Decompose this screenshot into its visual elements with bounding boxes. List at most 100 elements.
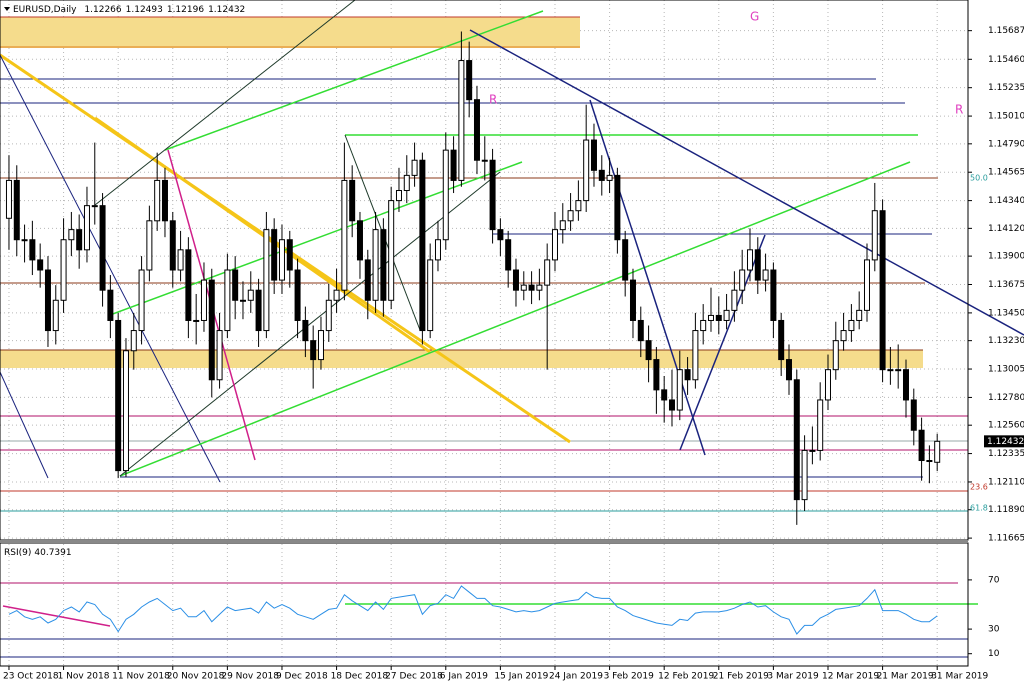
candle-body xyxy=(356,220,363,261)
candle-body xyxy=(832,340,839,371)
ohlc-low: 1.12196 xyxy=(167,5,204,15)
candle-body xyxy=(512,269,519,291)
y-tick-label: 1.11665 xyxy=(988,534,1024,544)
candle-body xyxy=(419,159,426,332)
candle-body xyxy=(505,239,512,271)
y-tick-label: 30 xyxy=(988,625,1000,635)
candle-body xyxy=(317,330,324,361)
candle-body xyxy=(481,159,488,162)
ohlc-high: 1.12493 xyxy=(126,5,163,15)
candle-body xyxy=(598,169,605,181)
candle-body xyxy=(60,239,67,301)
candle-body xyxy=(177,249,184,271)
candle-body xyxy=(528,284,535,291)
candle-body xyxy=(676,369,683,411)
x-tick-label: 27 Dec 2018 xyxy=(385,672,443,682)
candle-body xyxy=(723,309,730,321)
candle-body xyxy=(200,279,207,321)
menu-arrow[interactable] xyxy=(4,7,10,11)
candle-body xyxy=(840,330,847,342)
trend-line xyxy=(679,234,766,451)
candle-body xyxy=(255,289,262,332)
candle-body xyxy=(879,210,886,371)
candle-body xyxy=(809,449,816,452)
candle-body xyxy=(856,309,863,321)
x-tick-label: 6 Jan 2019 xyxy=(440,672,488,682)
y-tick-label: 1.15235 xyxy=(988,83,1024,93)
candle-body xyxy=(37,259,44,271)
trend-line xyxy=(119,171,501,477)
candle-body xyxy=(661,389,668,401)
candle-body xyxy=(450,149,457,181)
annotation: 50.0 xyxy=(970,174,988,183)
candle-body xyxy=(848,319,855,332)
x-tick-label: 11 Nov 2018 xyxy=(112,672,170,682)
ohlc-open: 1.12266 xyxy=(84,5,121,15)
candle-body xyxy=(653,359,660,391)
candle-body xyxy=(154,179,161,222)
rsi-line xyxy=(8,585,938,635)
candle-body xyxy=(107,289,114,321)
candle-body xyxy=(161,179,168,222)
x-tick-label: 1 Nov 2018 xyxy=(58,672,110,682)
y-tick-label: 1.13230 xyxy=(988,336,1024,346)
x-tick-label: 12 Feb 2019 xyxy=(658,672,714,682)
candle-body xyxy=(583,139,590,202)
candle-body xyxy=(559,220,566,231)
y-tick-label: 1.14565 xyxy=(988,168,1024,178)
candle-body xyxy=(489,159,496,231)
candle-body xyxy=(824,369,831,401)
x-tick-label: 3 Feb 2019 xyxy=(604,672,655,682)
candle-body xyxy=(216,330,223,381)
y-tick-label: 1.12110 xyxy=(988,477,1024,487)
candle-body xyxy=(395,190,402,202)
candle-body xyxy=(770,269,777,321)
trend-line xyxy=(119,161,911,477)
y-tick-label: 70 xyxy=(988,575,1000,585)
candle-body xyxy=(918,429,925,462)
x-tick-label: 29 Nov 2018 xyxy=(221,672,279,682)
candle-body xyxy=(169,220,176,271)
chart-header: EURUSD,Daily 1.12266 1.12493 1.12196 1.12432 xyxy=(13,5,245,15)
ohlc-close: 1.12432 xyxy=(208,5,245,15)
y-tick-label: 1.14340 xyxy=(988,196,1024,206)
y-tick-label: 1.12335 xyxy=(988,449,1024,459)
y-tick-label: 1.13900 xyxy=(988,252,1024,262)
candle-body xyxy=(138,269,145,332)
candle-body xyxy=(29,239,36,261)
candle-body xyxy=(739,269,746,291)
y-tick-label: 1.15687 xyxy=(988,26,1024,36)
y-tick-label: 10 xyxy=(988,649,1000,659)
candle-body xyxy=(310,340,317,361)
candle-body xyxy=(247,289,254,301)
candle-body xyxy=(83,205,90,251)
last-price-label: 1.12432 xyxy=(987,437,1024,447)
candle-body xyxy=(403,174,410,192)
candle-body xyxy=(871,210,878,261)
candle-body xyxy=(590,139,597,171)
candle-body xyxy=(887,369,894,372)
symbol-title: EURUSD,Daily xyxy=(13,5,77,15)
x-tick-label: 3 Mar 2019 xyxy=(767,672,819,682)
candle-body xyxy=(263,229,270,332)
candle-body xyxy=(910,399,917,431)
candle-body xyxy=(271,229,278,281)
candle-body xyxy=(442,149,449,241)
y-tick-label: 1.12560 xyxy=(988,421,1024,431)
candle-body xyxy=(614,174,621,241)
y-tick-label: 1.14790 xyxy=(988,139,1024,149)
candle-body xyxy=(785,359,792,381)
candle-body xyxy=(817,399,824,451)
x-tick-label: 31 Mar 2019 xyxy=(931,672,988,682)
candle-body xyxy=(99,205,106,291)
x-tick-label: 9 Dec 2018 xyxy=(276,672,328,682)
x-tick-label: 12 Mar 2019 xyxy=(822,672,879,682)
y-tick-label: 1.13450 xyxy=(988,308,1024,318)
candle-body xyxy=(902,369,909,401)
candle-body xyxy=(473,99,480,161)
trend-line xyxy=(0,371,49,479)
candle-body xyxy=(731,289,738,311)
candle-body xyxy=(926,460,933,463)
